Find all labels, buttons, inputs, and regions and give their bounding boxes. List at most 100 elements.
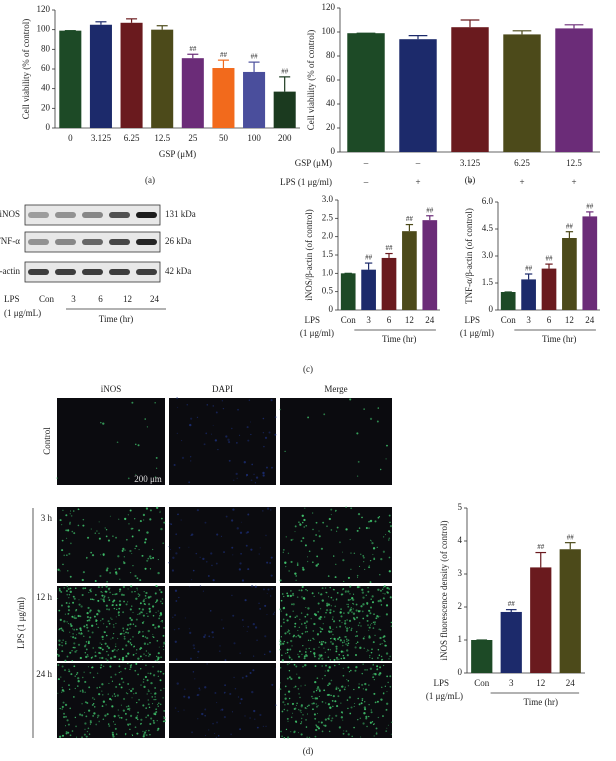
cell-signal xyxy=(231,711,233,713)
cell-signal xyxy=(125,705,128,708)
cell-signal xyxy=(382,592,384,594)
cell-signal xyxy=(79,633,82,635)
cell-signal xyxy=(217,448,219,451)
cell-signal xyxy=(304,507,306,509)
cell-signal xyxy=(212,636,214,638)
cell-signal xyxy=(351,597,354,600)
cell-signal xyxy=(104,714,107,717)
cell-signal xyxy=(129,549,132,553)
cell-signal xyxy=(359,646,362,650)
cell-signal xyxy=(295,575,297,577)
cell-signal xyxy=(284,450,286,453)
group-label: LPS (1 μg/ml) xyxy=(16,597,26,649)
cell-signal xyxy=(68,552,71,555)
cell-signal xyxy=(224,691,226,694)
cell-signal xyxy=(340,608,342,610)
cell-signal xyxy=(163,716,165,718)
cell-signal xyxy=(62,690,65,693)
cell-signal xyxy=(135,662,138,665)
cell-signal xyxy=(343,657,346,660)
cell-signal xyxy=(98,610,101,613)
cell-signal xyxy=(71,659,73,662)
cell-signal xyxy=(141,621,144,624)
cell-signal xyxy=(108,608,111,611)
cell-signal xyxy=(352,617,355,619)
y-tick-label: 100 xyxy=(322,26,336,36)
cell-signal xyxy=(86,615,89,619)
x-tick-label: Con xyxy=(474,678,490,688)
cell-signal xyxy=(323,413,326,416)
cell-signal xyxy=(239,728,242,731)
x-tick-label: 3 xyxy=(509,678,514,688)
cell-signal xyxy=(78,508,80,511)
cell-signal xyxy=(237,408,239,411)
bar xyxy=(243,71,266,128)
scale-bar-label: 200 μm xyxy=(134,474,162,484)
cell-signal xyxy=(388,514,391,517)
cell-signal xyxy=(94,651,97,654)
cell-signal xyxy=(239,434,241,436)
cell-signal xyxy=(323,689,326,692)
cell-signal xyxy=(122,627,125,630)
cell-signal xyxy=(333,555,335,557)
cell-signal xyxy=(350,585,352,587)
cell-signal xyxy=(152,624,154,626)
cell-signal xyxy=(247,625,250,628)
cell-signal xyxy=(73,628,76,631)
blot-band xyxy=(136,212,157,218)
cell-signal xyxy=(159,600,162,603)
cell-signal xyxy=(300,612,303,614)
cell-signal xyxy=(74,675,76,677)
cell-signal xyxy=(333,638,335,640)
cell-signal xyxy=(271,683,274,686)
cell-signal xyxy=(183,695,186,698)
cell-signal xyxy=(352,612,356,615)
cell-signal xyxy=(68,593,71,596)
cell-signal xyxy=(371,657,374,660)
cell-signal xyxy=(350,552,352,554)
cell-signal xyxy=(363,560,365,563)
blot-strip xyxy=(24,204,161,226)
cell-signal xyxy=(113,626,115,628)
cell-signal xyxy=(290,603,293,606)
cell-signal xyxy=(236,442,238,444)
bar xyxy=(559,549,581,673)
cell-signal xyxy=(129,642,132,644)
cell-signal xyxy=(204,708,207,711)
cell-signal xyxy=(294,531,296,533)
cell-signal xyxy=(161,602,164,605)
cell-signal xyxy=(346,654,349,657)
cell-signal xyxy=(274,416,277,419)
cell-signal xyxy=(69,513,71,515)
cell-signal xyxy=(161,619,163,622)
cell-signal xyxy=(370,651,373,654)
cell-signal xyxy=(72,510,75,512)
cell-signal xyxy=(335,656,338,659)
cell-signal xyxy=(107,620,110,623)
cell-signal xyxy=(337,637,340,641)
cell-signal xyxy=(298,650,301,653)
cell-signal xyxy=(88,686,91,689)
cell-signal xyxy=(174,614,177,617)
cell-signal xyxy=(306,556,309,558)
cell-signal xyxy=(204,686,207,689)
cell-signal xyxy=(361,699,364,702)
cell-signal xyxy=(123,556,125,558)
cell-signal xyxy=(125,631,127,634)
cell-signal xyxy=(341,622,343,624)
cell-signal xyxy=(113,715,116,718)
significance-label: ## xyxy=(281,67,289,75)
cell-signal xyxy=(114,593,117,596)
cell-signal xyxy=(343,730,345,732)
cell-signal xyxy=(92,697,94,699)
cell-signal xyxy=(245,675,248,678)
cell-signal xyxy=(318,530,320,532)
cell-signal xyxy=(280,635,282,638)
cell-signal xyxy=(98,646,101,649)
cell-signal xyxy=(301,514,304,517)
cell-signal xyxy=(383,585,386,588)
cell-signal xyxy=(112,637,114,639)
cell-signal xyxy=(162,634,165,637)
cell-signal xyxy=(135,545,138,548)
cell-signal xyxy=(239,531,243,534)
